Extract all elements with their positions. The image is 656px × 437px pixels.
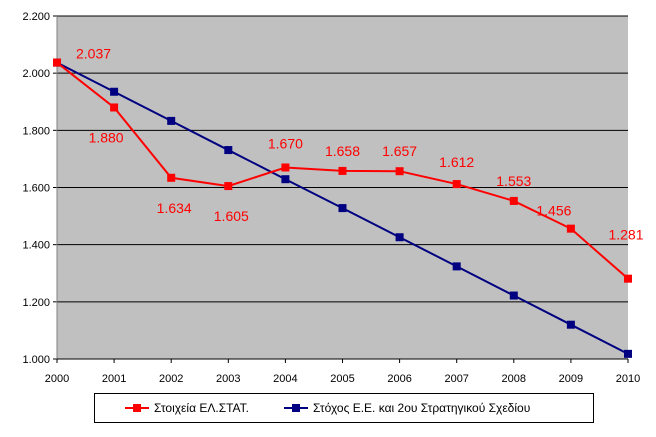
data-label: 1.658: [325, 143, 360, 159]
data-point: [509, 196, 518, 205]
data-point: [338, 166, 347, 175]
x-tick-label: 2005: [330, 373, 354, 385]
legend-item-series-1: Στοιχεία ΕΛ.ΣΤΑΤ.: [125, 401, 249, 415]
x-tick-label: 2002: [159, 373, 183, 385]
data-point: [110, 103, 119, 112]
y-tick-label: 1.600: [22, 183, 50, 195]
x-tick-label: 2007: [444, 373, 468, 385]
data-point: [224, 146, 233, 155]
x-tick-label: 2010: [616, 373, 640, 385]
data-point: [53, 58, 61, 67]
data-label: 1.281: [608, 227, 643, 243]
x-tick-label: 2009: [559, 373, 583, 385]
data-point: [452, 180, 461, 189]
y-tick-label: 2.200: [22, 11, 50, 23]
y-tick-label: 2.000: [22, 68, 50, 80]
data-point: [167, 116, 176, 125]
data-point: [624, 349, 632, 358]
data-label: 1.456: [536, 203, 571, 219]
data-point: [110, 87, 119, 96]
data-point: [452, 262, 461, 271]
x-tick-label: 2003: [216, 373, 240, 385]
data-point: [224, 182, 233, 191]
data-point: [281, 175, 290, 184]
data-point: [566, 224, 575, 233]
data-point: [509, 291, 518, 300]
data-label: 1.612: [439, 154, 474, 170]
x-tick-label: 2004: [273, 373, 297, 385]
data-label: 2.037: [76, 46, 111, 62]
x-tick-label: 2000: [45, 373, 69, 385]
legend-swatch-series-2: [284, 403, 309, 413]
data-point: [395, 167, 404, 176]
data-label: 1.605: [214, 208, 249, 224]
y-tick-label: 1.400: [22, 240, 50, 252]
data-point: [281, 163, 290, 172]
legend-label-series-1: Στοιχεία ΕΛ.ΣΤΑΤ.: [154, 401, 250, 415]
data-point: [167, 173, 176, 182]
x-tick-label: 2006: [387, 373, 411, 385]
legend: Στοιχεία ΕΛ.ΣΤΑΤ. Στόχος Ε.Ε. και 2ου Στ…: [94, 393, 594, 423]
data-label: 1.880: [89, 129, 124, 145]
x-tick-label: 2008: [502, 373, 526, 385]
y-tick-label: 1.800: [22, 125, 50, 137]
data-label: 1.553: [496, 173, 531, 189]
data-label: 1.670: [268, 135, 303, 151]
data-point: [338, 204, 347, 213]
data-point: [566, 320, 575, 329]
x-tick-label: 2001: [102, 373, 126, 385]
y-tick-label: 1.200: [22, 297, 50, 309]
data-point: [395, 233, 404, 242]
legend-swatch-series-1: [125, 403, 149, 413]
y-tick-label: 1.000: [22, 354, 50, 366]
legend-label-series-2: Στόχος Ε.Ε. και 2ου Στρατηγικού Σχεδίου: [313, 401, 531, 415]
data-point: [624, 274, 632, 283]
data-label: 1.634: [157, 200, 192, 216]
data-label: 1.657: [382, 143, 417, 159]
legend-item-series-2: Στόχος Ε.Ε. και 2ου Στρατηγικού Σχεδίου: [284, 401, 530, 415]
